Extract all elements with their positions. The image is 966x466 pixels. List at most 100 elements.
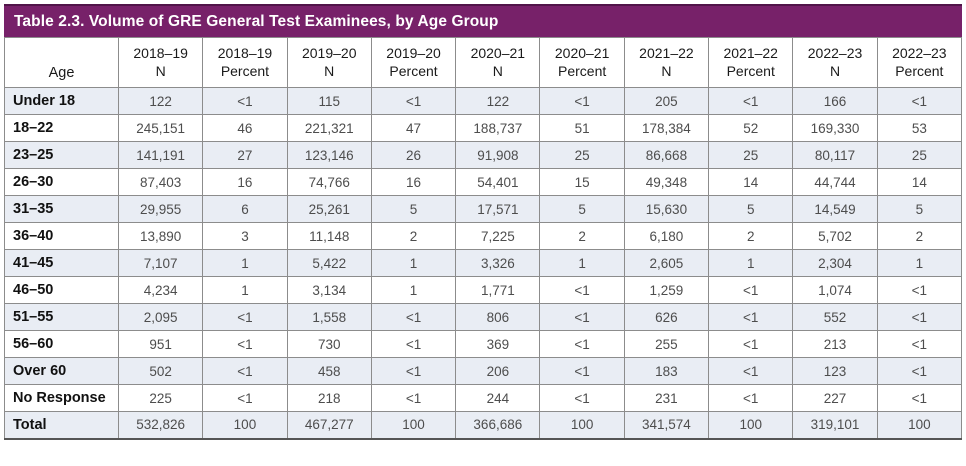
col-header-measure: Percent (389, 62, 438, 79)
value-cell: 626 (623, 303, 710, 331)
value-cell: 1 (539, 249, 625, 277)
value-cell: 16 (202, 168, 288, 196)
value-cell: 17,571 (455, 195, 541, 223)
age-cell: Under 18 (4, 87, 119, 115)
value-cell: 6 (202, 195, 288, 223)
age-cell: 31–35 (4, 195, 119, 223)
value-cell: 2,605 (623, 249, 710, 277)
value-cell: 5 (539, 195, 625, 223)
col-header-year: 2018–19 (133, 45, 188, 61)
col-header-measure: N (324, 62, 335, 79)
value-cell: 11,148 (286, 222, 372, 250)
value-cell: 213 (792, 330, 878, 358)
value-cell: 502 (117, 357, 204, 385)
value-cell: 183 (623, 357, 710, 385)
value-cell: 1,259 (623, 276, 710, 304)
table-row: 36–40 13,890 3 11,148 2 7,225 2 6,180 2 5,702 2 (4, 222, 963, 250)
value-cell: <1 (370, 357, 457, 385)
age-cell: 23–25 (4, 141, 119, 169)
col-header-2022-23-n: 2022–23 N (792, 37, 878, 88)
table-row: 31–35 29,955 6 25,261 5 17,571 5 15,630 5 14,549 5 (4, 195, 963, 223)
value-cell: 27 (202, 141, 288, 169)
value-cell: <1 (370, 87, 457, 115)
value-cell: 319,101 (792, 411, 878, 439)
table-title-bar: Table 2.3. Volume of GRE General Test Ex… (4, 4, 962, 37)
col-header-year: 2020–21 (554, 45, 610, 61)
value-cell: 2 (539, 222, 625, 250)
value-cell: 225 (117, 384, 204, 412)
value-cell: 14 (876, 168, 963, 196)
age-cell: 56–60 (4, 330, 119, 358)
value-cell: 1 (202, 276, 288, 304)
col-header-2019-20-n: 2019–20 N (286, 37, 372, 88)
value-cell: 115 (286, 87, 372, 115)
value-cell: 87,403 (117, 168, 204, 196)
col-header-measure: N (661, 62, 672, 79)
value-cell: <1 (708, 303, 794, 331)
age-cell: 41–45 (4, 249, 119, 277)
value-cell: 123,146 (286, 141, 372, 169)
value-cell: 141,191 (117, 141, 204, 169)
value-cell: 7,225 (455, 222, 541, 250)
col-header-year: 2022–23 (807, 45, 863, 61)
value-cell: 221,321 (286, 114, 372, 142)
value-cell: <1 (708, 330, 794, 358)
value-cell: 231 (623, 384, 710, 412)
value-cell: 52 (708, 114, 794, 142)
col-header-measure: N (492, 62, 503, 79)
value-cell: 169,330 (792, 114, 878, 142)
col-header-year: 2020–21 (470, 45, 526, 61)
value-cell: 206 (455, 357, 541, 385)
value-cell: 1,558 (286, 303, 372, 331)
value-cell: <1 (708, 357, 794, 385)
value-cell: 44,744 (792, 168, 878, 196)
col-header-2021-22-percent: 2021–22 Percent (708, 37, 794, 88)
value-cell: <1 (876, 276, 963, 304)
col-header-2019-20-percent: 2019–20 Percent (370, 37, 457, 88)
value-cell: <1 (876, 357, 963, 385)
value-cell: 15 (539, 168, 625, 196)
value-cell: 7,107 (117, 249, 204, 277)
value-cell: 25 (539, 141, 625, 169)
table-row: 46–50 4,234 1 3,134 1 1,771 <1 1,259 <1 1,074 <1 (4, 276, 963, 304)
value-cell: <1 (539, 330, 625, 358)
table-row: 18–22 245,151 46 221,321 47 188,737 51 178,384 5… (4, 114, 963, 142)
value-cell: 2,095 (117, 303, 204, 331)
header-row: Age 2018–19 N 2018–19 Percent 2019–20 N (4, 37, 963, 88)
value-cell: 123 (792, 357, 878, 385)
value-cell: 5 (708, 195, 794, 223)
value-cell: 13,890 (117, 222, 204, 250)
value-cell: 188,737 (455, 114, 541, 142)
value-cell: 91,908 (455, 141, 541, 169)
value-cell: 100 (202, 411, 288, 439)
value-cell: 53 (876, 114, 963, 142)
value-cell: 100 (539, 411, 625, 439)
value-cell: 3 (202, 222, 288, 250)
col-header-age: Age (4, 37, 119, 88)
value-cell: 74,766 (286, 168, 372, 196)
col-header-year: 2021–22 (639, 45, 694, 61)
value-cell: 49,348 (623, 168, 710, 196)
value-cell: 366,686 (455, 411, 541, 439)
col-header-year: 2022–23 (892, 45, 947, 61)
value-cell: 54,401 (455, 168, 541, 196)
age-cell: 18–22 (4, 114, 119, 142)
value-cell: 1,771 (455, 276, 541, 304)
value-cell: 244 (455, 384, 541, 412)
value-cell: 5,702 (792, 222, 878, 250)
col-header-2020-21-n: 2020–21 N (455, 37, 541, 88)
value-cell: 25 (876, 141, 963, 169)
age-cell: 46–50 (4, 276, 119, 304)
value-cell: 122 (117, 87, 204, 115)
col-header-measure: Percent (220, 62, 270, 79)
table-row: 51–55 2,095 <1 1,558 <1 806 <1 626 <1 552 <1 (4, 303, 963, 331)
value-cell: 806 (455, 303, 541, 331)
col-header-2021-22-n: 2021–22 N (623, 37, 710, 88)
value-cell: <1 (539, 303, 625, 331)
col-header-2020-21-percent: 2020–21 Percent (539, 37, 625, 88)
value-cell: <1 (708, 384, 794, 412)
value-cell: <1 (370, 384, 457, 412)
age-cell: 36–40 (4, 222, 119, 250)
value-cell: 46 (202, 114, 288, 142)
